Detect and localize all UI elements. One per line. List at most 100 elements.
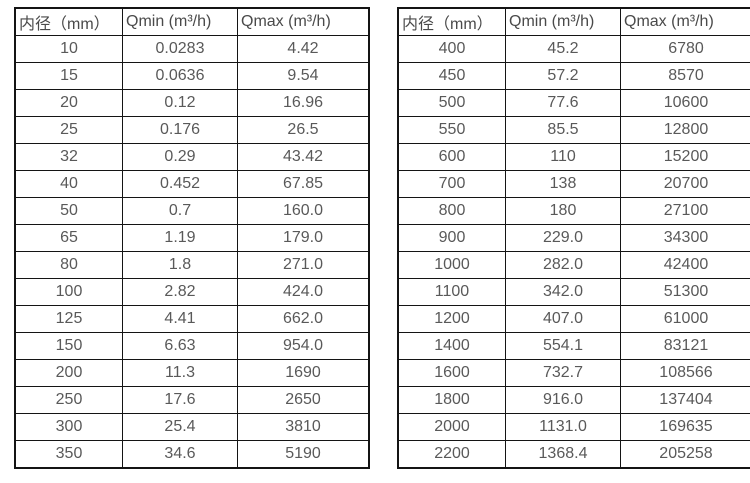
cell-qmax: 20700: [620, 170, 750, 198]
cell-qmax: 8570: [620, 62, 750, 90]
cell-inner-diameter: 1200: [397, 305, 506, 333]
cell-qmax: 179.0: [237, 224, 370, 252]
cell-qmin: 1.8: [122, 251, 238, 279]
table-row: 2000 1131.0 169635: [397, 413, 750, 441]
cell-inner-diameter: 80: [14, 251, 123, 279]
cell-inner-diameter: 50: [14, 197, 123, 225]
cell-qmin: 2.82: [122, 278, 238, 306]
cell-qmax: 16.96: [237, 89, 370, 117]
cell-qmin: 110: [505, 143, 621, 171]
table-row: 80 1.8 271.0: [14, 251, 370, 279]
cell-inner-diameter: 125: [14, 305, 123, 333]
header-qmin: Qmin (m³/h): [505, 7, 621, 36]
cell-qmin: 0.0636: [122, 62, 238, 90]
cell-qmax: 271.0: [237, 251, 370, 279]
cell-inner-diameter: 200: [14, 359, 123, 387]
table-row: 500 77.6 10600: [397, 89, 750, 117]
cell-inner-diameter: 1800: [397, 386, 506, 414]
cell-inner-diameter: 450: [397, 62, 506, 90]
table-row: 10 0.0283 4.42: [14, 35, 370, 63]
cell-qmax: 424.0: [237, 278, 370, 306]
cell-qmin: 1131.0: [505, 413, 621, 441]
cell-qmax: 137404: [620, 386, 750, 414]
table-row: 600 110 15200: [397, 143, 750, 171]
cell-qmax: 3810: [237, 413, 370, 441]
cell-inner-diameter: 350: [14, 440, 123, 469]
cell-qmin: 85.5: [505, 116, 621, 144]
cell-inner-diameter: 25: [14, 116, 123, 144]
table-row: 2200 1368.4 205258: [397, 440, 750, 469]
table-header: 内径（mm） Qmin (m³/h) Qmax (m³/h): [397, 7, 750, 36]
cell-qmin: 4.41: [122, 305, 238, 333]
table-row: 150 6.63 954.0: [14, 332, 370, 360]
header-inner-diameter: 内径（mm）: [397, 7, 506, 36]
table-row: 400 45.2 6780: [397, 35, 750, 63]
table-row: 50 0.7 160.0: [14, 197, 370, 225]
cell-inner-diameter: 600: [397, 143, 506, 171]
table-row: 350 34.6 5190: [14, 440, 370, 469]
cell-qmin: 180: [505, 197, 621, 225]
header-row: 内径（mm） Qmin (m³/h) Qmax (m³/h): [397, 7, 750, 36]
table-row: 125 4.41 662.0: [14, 305, 370, 333]
table-row: 1800 916.0 137404: [397, 386, 750, 414]
table-row: 450 57.2 8570: [397, 62, 750, 90]
cell-inner-diameter: 2000: [397, 413, 506, 441]
cell-qmin: 25.4: [122, 413, 238, 441]
cell-qmin: 0.29: [122, 143, 238, 171]
cell-inner-diameter: 2200: [397, 440, 506, 469]
cell-qmax: 169635: [620, 413, 750, 441]
flow-table-small-diameters: 内径（mm） Qmin (m³/h) Qmax (m³/h) 10 0.0283 4…: [14, 7, 370, 469]
table-row: 300 25.4 3810: [14, 413, 370, 441]
table-row: 1600 732.7 108566: [397, 359, 750, 387]
cell-inner-diameter: 32: [14, 143, 123, 171]
cell-qmax: 12800: [620, 116, 750, 144]
table-row: 1200 407.0 61000: [397, 305, 750, 333]
cell-inner-diameter: 900: [397, 224, 506, 252]
cell-inner-diameter: 300: [14, 413, 123, 441]
cell-qmin: 1.19: [122, 224, 238, 252]
cell-qmax: 108566: [620, 359, 750, 387]
table-row: 250 17.6 2650: [14, 386, 370, 414]
cell-qmax: 27100: [620, 197, 750, 225]
cell-qmin: 0.0283: [122, 35, 238, 63]
cell-qmax: 10600: [620, 89, 750, 117]
cell-inner-diameter: 550: [397, 116, 506, 144]
cell-qmax: 51300: [620, 278, 750, 306]
cell-qmin: 282.0: [505, 251, 621, 279]
header-qmin: Qmin (m³/h): [122, 7, 238, 36]
header-qmax: Qmax (m³/h): [620, 7, 750, 36]
cell-qmax: 954.0: [237, 332, 370, 360]
cell-qmin: 138: [505, 170, 621, 198]
cell-qmin: 57.2: [505, 62, 621, 90]
cell-qmax: 61000: [620, 305, 750, 333]
cell-qmin: 0.7: [122, 197, 238, 225]
cell-qmin: 0.452: [122, 170, 238, 198]
cell-qmin: 407.0: [505, 305, 621, 333]
cell-qmax: 160.0: [237, 197, 370, 225]
cell-inner-diameter: 700: [397, 170, 506, 198]
cell-qmax: 6780: [620, 35, 750, 63]
cell-inner-diameter: 15: [14, 62, 123, 90]
cell-qmin: 342.0: [505, 278, 621, 306]
cell-qmax: 662.0: [237, 305, 370, 333]
cell-qmax: 205258: [620, 440, 750, 469]
cell-qmax: 1690: [237, 359, 370, 387]
table-row: 200 11.3 1690: [14, 359, 370, 387]
cell-qmax: 4.42: [237, 35, 370, 63]
cell-inner-diameter: 10: [14, 35, 123, 63]
cell-qmin: 732.7: [505, 359, 621, 387]
cell-qmax: 42400: [620, 251, 750, 279]
table-row: 100 2.82 424.0: [14, 278, 370, 306]
cell-qmax: 2650: [237, 386, 370, 414]
cell-qmax: 43.42: [237, 143, 370, 171]
cell-qmin: 554.1: [505, 332, 621, 360]
header-inner-diameter: 内径（mm）: [14, 7, 123, 36]
cell-inner-diameter: 1600: [397, 359, 506, 387]
table-row: 15 0.0636 9.54: [14, 62, 370, 90]
cell-qmax: 15200: [620, 143, 750, 171]
table-row: 900 229.0 34300: [397, 224, 750, 252]
table-row: 800 180 27100: [397, 197, 750, 225]
table-row: 1000 282.0 42400: [397, 251, 750, 279]
table-row: 700 138 20700: [397, 170, 750, 198]
cell-qmax: 67.85: [237, 170, 370, 198]
